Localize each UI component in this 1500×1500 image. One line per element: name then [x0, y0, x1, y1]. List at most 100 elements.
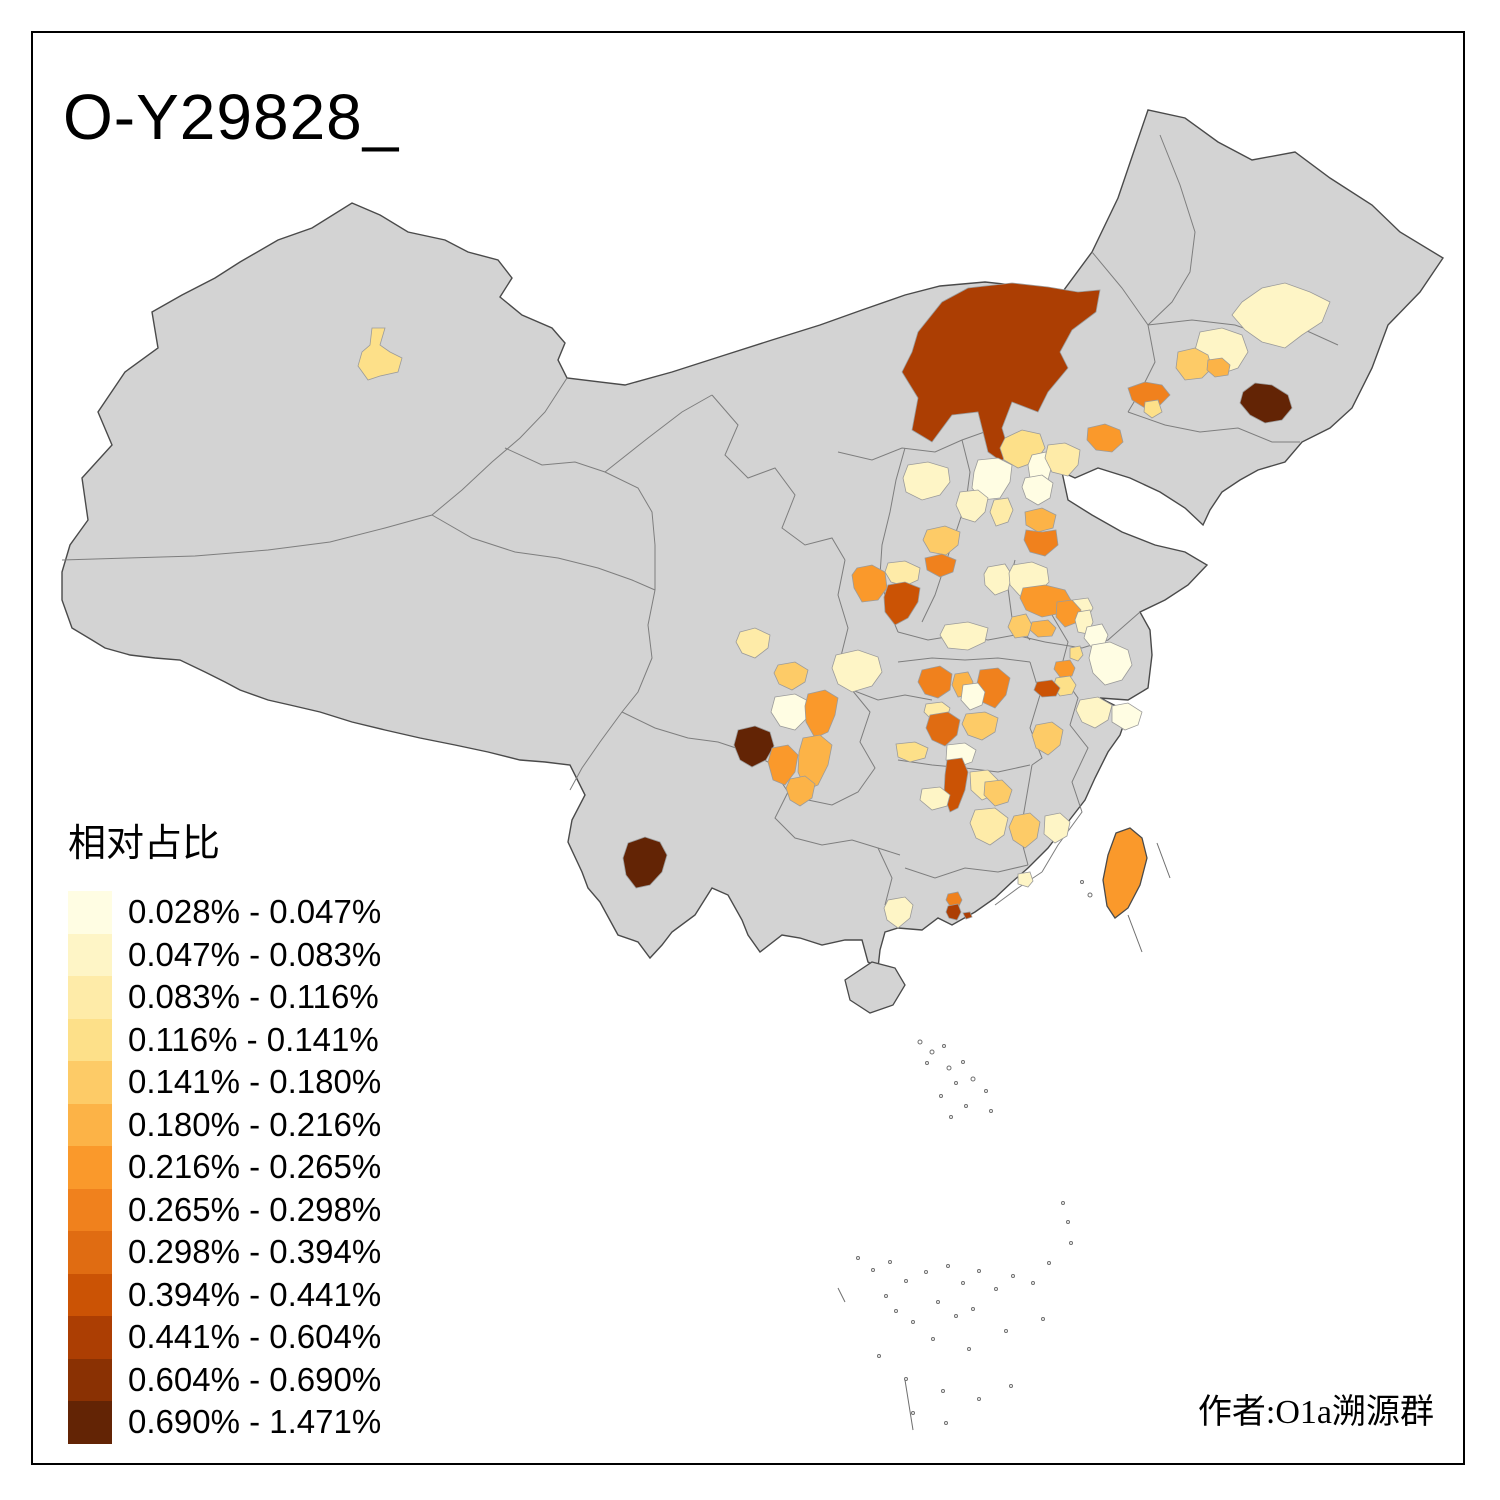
map-region — [924, 553, 957, 578]
map-region — [983, 563, 1013, 596]
map-region — [1175, 347, 1213, 381]
island-chain-dash — [1127, 914, 1143, 953]
island-dot — [971, 1307, 975, 1311]
map-region — [902, 461, 951, 501]
map-region — [733, 725, 775, 768]
map-region — [884, 560, 921, 587]
legend-row: 0.141% - 0.180% — [68, 1061, 381, 1104]
island-dot — [856, 1256, 860, 1260]
island-dot — [941, 1389, 945, 1393]
map-region — [622, 836, 668, 889]
island-dot — [949, 1115, 953, 1119]
attribution-text: 作者:O1a溯源群 — [1197, 1394, 1434, 1431]
legend-swatch — [68, 1188, 112, 1231]
island-dot — [1066, 1220, 1070, 1224]
map-region — [1044, 442, 1081, 477]
map-region — [1143, 399, 1163, 419]
map-region — [1127, 381, 1171, 409]
legend-row: 0.116% - 0.141% — [68, 1018, 381, 1061]
map-region — [851, 564, 888, 603]
figure-border — [31, 31, 1465, 1465]
legend-label: 0.298% - 0.394% — [128, 1233, 382, 1271]
legend-label: 0.604% - 0.690% — [128, 1360, 382, 1398]
province-border — [877, 847, 893, 906]
province-border — [504, 447, 656, 590]
map-region — [1206, 357, 1231, 378]
map-region — [1043, 812, 1071, 844]
legend-swatch — [68, 1358, 112, 1401]
island-dot — [1009, 1384, 1013, 1388]
map-region — [943, 757, 969, 813]
legend-label: 0.028% - 0.047% — [128, 893, 382, 931]
legend-row: 0.028% - 0.047% — [68, 891, 381, 934]
map-region — [1024, 507, 1057, 533]
island-chain-dash — [837, 1287, 846, 1303]
island-dot — [1087, 892, 1093, 898]
province-border — [897, 657, 1031, 663]
province-border — [904, 864, 1029, 879]
map-region — [1069, 645, 1084, 662]
legend-label: 0.083% - 0.116% — [128, 978, 379, 1016]
map-region — [1231, 282, 1331, 349]
island-dot — [977, 1269, 981, 1273]
island-dot — [1041, 1317, 1045, 1321]
prefecture-regions — [357, 282, 1331, 929]
map-region — [1075, 696, 1113, 729]
legend-swatch — [68, 1273, 112, 1316]
legend-label: 0.441% - 0.604% — [128, 1318, 382, 1356]
province-border — [851, 689, 933, 701]
legend-swatch — [68, 1316, 112, 1359]
province-border — [61, 377, 568, 561]
province-border — [711, 394, 846, 561]
map-region — [831, 649, 883, 693]
map-region — [735, 627, 771, 659]
province-border — [807, 689, 876, 806]
map-region — [917, 665, 953, 699]
map-region — [1239, 382, 1293, 424]
island-dot — [1004, 1329, 1008, 1333]
map-region — [1029, 619, 1057, 638]
legend-title: 相对占比 — [68, 823, 221, 865]
legend-swatch — [68, 1231, 112, 1274]
legend-row: 0.298% - 0.394% — [68, 1231, 381, 1274]
taiwan-island — [1102, 827, 1148, 919]
legend-swatch — [68, 933, 112, 976]
legend-label: 0.141% - 0.180% — [128, 1063, 382, 1101]
map-region — [767, 744, 799, 786]
island-dot — [954, 1314, 958, 1318]
legend-row: 0.083% - 0.116% — [68, 976, 381, 1019]
map-region — [962, 911, 973, 920]
province-border — [431, 514, 656, 591]
map-region — [925, 711, 961, 747]
island-dot — [989, 1109, 993, 1113]
province-border — [569, 589, 656, 791]
legend-row: 0.690% - 1.471% — [68, 1401, 381, 1444]
map-region — [901, 282, 1101, 463]
legend-rows: 0.028% - 0.047% 0.047% - 0.083% 0.083% - 0… — [68, 891, 381, 1444]
legend-row: 0.604% - 0.690% — [68, 1358, 382, 1401]
map-region — [955, 489, 989, 523]
map-region — [883, 581, 921, 626]
legend-swatch — [68, 1018, 112, 1061]
legend-swatch — [68, 891, 112, 934]
legend-label: 0.180% - 0.216% — [128, 1105, 382, 1143]
map-region — [945, 903, 962, 921]
island-chain-dash — [1156, 842, 1171, 879]
map-region — [969, 807, 1009, 846]
island-dot — [1069, 1241, 1073, 1245]
island-dot — [1061, 1201, 1065, 1205]
island-dot — [931, 1337, 935, 1341]
island-dot — [871, 1268, 875, 1272]
legend-label: 0.265% - 0.298% — [128, 1190, 382, 1228]
map-region — [804, 689, 839, 739]
south-china-sea-islands — [837, 842, 1171, 1431]
island-dot — [904, 1279, 908, 1283]
map-region — [1111, 702, 1143, 731]
legend-row: 0.047% - 0.083% — [68, 933, 381, 976]
legend-swatch — [68, 1146, 112, 1189]
hainan-island — [844, 961, 906, 1014]
map-region — [1086, 423, 1124, 453]
legend-label: 0.116% - 0.141% — [128, 1020, 379, 1058]
province-border — [604, 394, 713, 473]
legend-row: 0.216% - 0.265% — [68, 1146, 381, 1189]
